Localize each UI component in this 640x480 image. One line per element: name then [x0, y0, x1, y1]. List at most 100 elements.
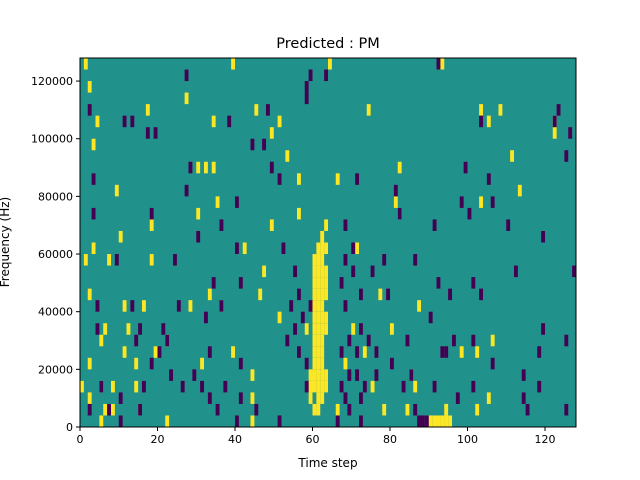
- negative-cell: [165, 334, 170, 347]
- positive-cell: [87, 392, 92, 404]
- positive-cell: [316, 369, 321, 381]
- positive-cell: [277, 115, 282, 128]
- positive-cell: [207, 288, 212, 301]
- positive-cell: [262, 265, 267, 278]
- negative-cell: [122, 115, 127, 128]
- positive-cell: [91, 138, 96, 151]
- x-tick-label: 60: [306, 433, 320, 446]
- positive-cell: [95, 115, 100, 128]
- plot-frame: [79, 57, 577, 428]
- positive-cell: [320, 230, 325, 243]
- positive-cell: [316, 265, 321, 278]
- positive-cell: [343, 357, 348, 370]
- negative-cell: [537, 380, 542, 393]
- positive-cell: [211, 115, 216, 128]
- positive-cell: [196, 207, 201, 220]
- y-tick-label: 80000: [38, 190, 73, 203]
- negative-cell: [235, 196, 239, 208]
- positive-cell: [122, 300, 127, 312]
- negative-cell: [444, 346, 449, 358]
- negative-cell: [308, 69, 313, 82]
- positive-cell: [324, 277, 329, 289]
- negative-cell: [87, 403, 92, 416]
- positive-cell: [417, 300, 422, 312]
- negative-cell: [300, 311, 305, 324]
- positive-cell: [188, 300, 193, 312]
- positive-cell: [312, 403, 317, 416]
- negative-cell: [227, 115, 232, 128]
- negative-cell: [192, 369, 197, 381]
- negative-cell: [324, 69, 329, 82]
- negative-cell: [262, 138, 267, 151]
- positive-cell: [297, 173, 301, 185]
- negative-cell: [107, 403, 112, 416]
- negative-cell: [343, 254, 348, 266]
- positive-cell: [142, 300, 146, 312]
- positive-cell: [316, 346, 321, 358]
- positive-cell: [87, 288, 92, 301]
- y-tick-label: 0: [66, 421, 73, 434]
- positive-cell: [316, 277, 321, 289]
- negative-cell: [339, 380, 344, 393]
- positive-cell: [362, 346, 367, 358]
- y-tick-label: 60000: [38, 248, 73, 261]
- positive-cell: [316, 300, 321, 312]
- negative-cell: [238, 357, 243, 370]
- positive-cell: [351, 323, 356, 335]
- positive-cell: [328, 58, 332, 70]
- negative-cell: [428, 311, 433, 324]
- negative-cell: [386, 288, 391, 301]
- negative-cell: [417, 415, 422, 427]
- plot-area: [79, 57, 577, 428]
- positive-cell: [324, 311, 329, 324]
- negative-cell: [397, 207, 402, 220]
- negative-cell: [281, 242, 286, 255]
- negative-cell: [351, 265, 356, 278]
- negative-cell: [238, 277, 243, 289]
- negative-cell: [564, 150, 569, 162]
- negative-cell: [552, 115, 557, 128]
- negative-cell: [432, 219, 437, 231]
- negative-cell: [207, 392, 212, 404]
- positive-cell: [297, 207, 301, 220]
- positive-cell: [118, 230, 123, 243]
- negative-cell: [277, 415, 282, 427]
- negative-cell: [490, 196, 495, 208]
- negative-cell: [568, 127, 573, 139]
- negative-cell: [424, 415, 429, 427]
- positive-cell: [269, 127, 274, 139]
- negative-cell: [390, 357, 394, 370]
- positive-cell: [312, 288, 317, 301]
- negative-cell: [304, 357, 309, 370]
- negative-cell: [91, 173, 96, 185]
- negative-cell: [235, 242, 239, 255]
- negative-cell: [393, 184, 398, 197]
- positive-cell: [149, 219, 154, 231]
- positive-cell: [324, 323, 329, 335]
- negative-cell: [409, 369, 414, 381]
- negative-cell: [289, 300, 294, 312]
- x-axis: 0 20 40 60 80 100 120: [77, 427, 556, 446]
- y-tick-label: 20000: [38, 363, 73, 376]
- negative-cell: [196, 230, 201, 243]
- positive-cell: [320, 323, 325, 335]
- negative-cell: [87, 104, 92, 116]
- negative-cell: [161, 323, 166, 335]
- positive-cell: [320, 277, 325, 289]
- positive-cell: [99, 334, 104, 347]
- negative-cell: [359, 392, 363, 404]
- positive-cell: [459, 346, 464, 358]
- negative-cell: [452, 334, 456, 347]
- negative-cell: [521, 392, 526, 404]
- negative-cell: [114, 254, 119, 266]
- positive-cell: [320, 392, 325, 404]
- negative-cell: [149, 357, 154, 370]
- negative-cell: [347, 334, 352, 347]
- positive-cell: [312, 311, 317, 324]
- negative-cell: [432, 380, 437, 393]
- positive-cell: [324, 369, 329, 381]
- positive-cell: [250, 392, 255, 404]
- negative-cell: [541, 323, 546, 335]
- negative-cell: [95, 323, 100, 335]
- negative-cell: [339, 346, 344, 358]
